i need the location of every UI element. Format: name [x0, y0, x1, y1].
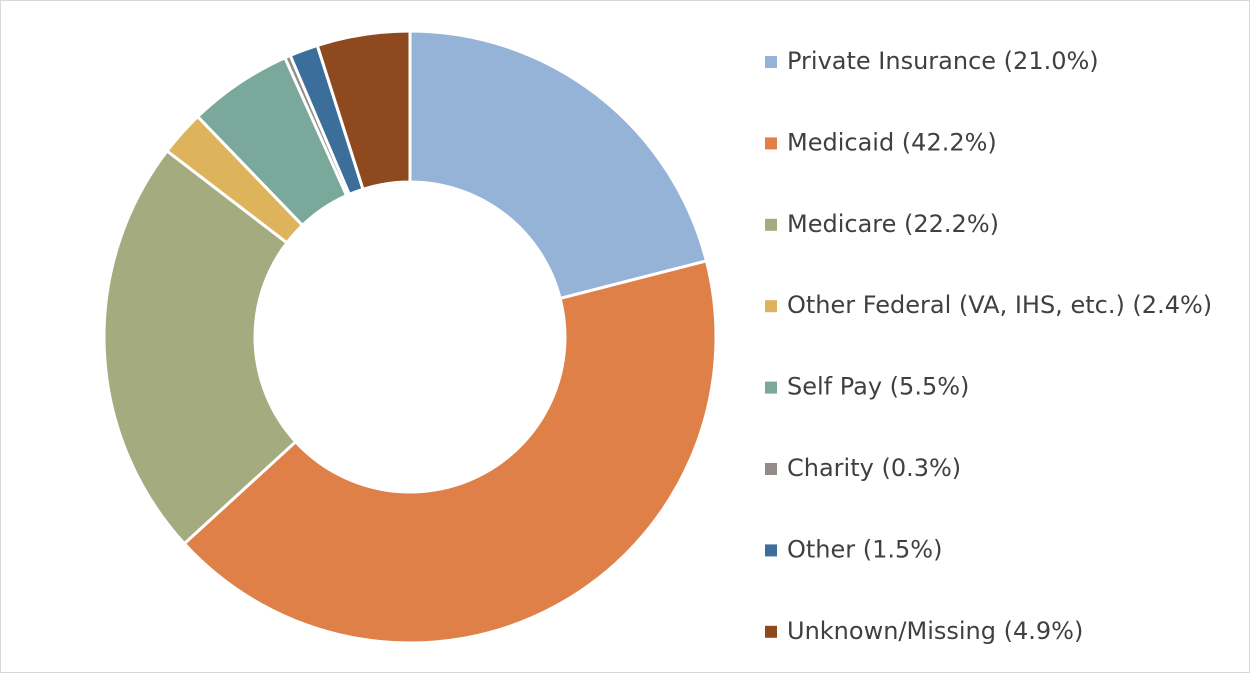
legend-swatch: [765, 56, 777, 68]
donut-slice: [408, 29, 709, 301]
legend-swatch: [765, 625, 777, 638]
legend-swatch: [765, 544, 777, 557]
legend-label: Other Federal (VA, IHS, etc.) (2.4%): [787, 291, 1212, 319]
legend-swatch: [765, 463, 777, 475]
legend-label: Charity (0.3%): [787, 454, 961, 482]
legend-swatch: [765, 300, 777, 313]
donut-slice: [182, 259, 718, 645]
legend-label: Self Pay (5.5%): [787, 373, 969, 401]
legend-label: Medicare (22.2%): [787, 210, 999, 238]
legend-swatch: [765, 218, 777, 231]
legend-swatch: [765, 137, 777, 150]
legend-label: Medicaid (42.2%): [787, 128, 997, 156]
legend-label: Private Insurance (21.0%): [787, 47, 1099, 75]
donut-slice: [102, 148, 298, 546]
donut-slice: [315, 29, 412, 192]
legend-label: Other (1.5%): [787, 535, 942, 563]
legend-swatch: [765, 381, 777, 394]
legend-label: Unknown/Missing (4.9%): [787, 617, 1083, 645]
